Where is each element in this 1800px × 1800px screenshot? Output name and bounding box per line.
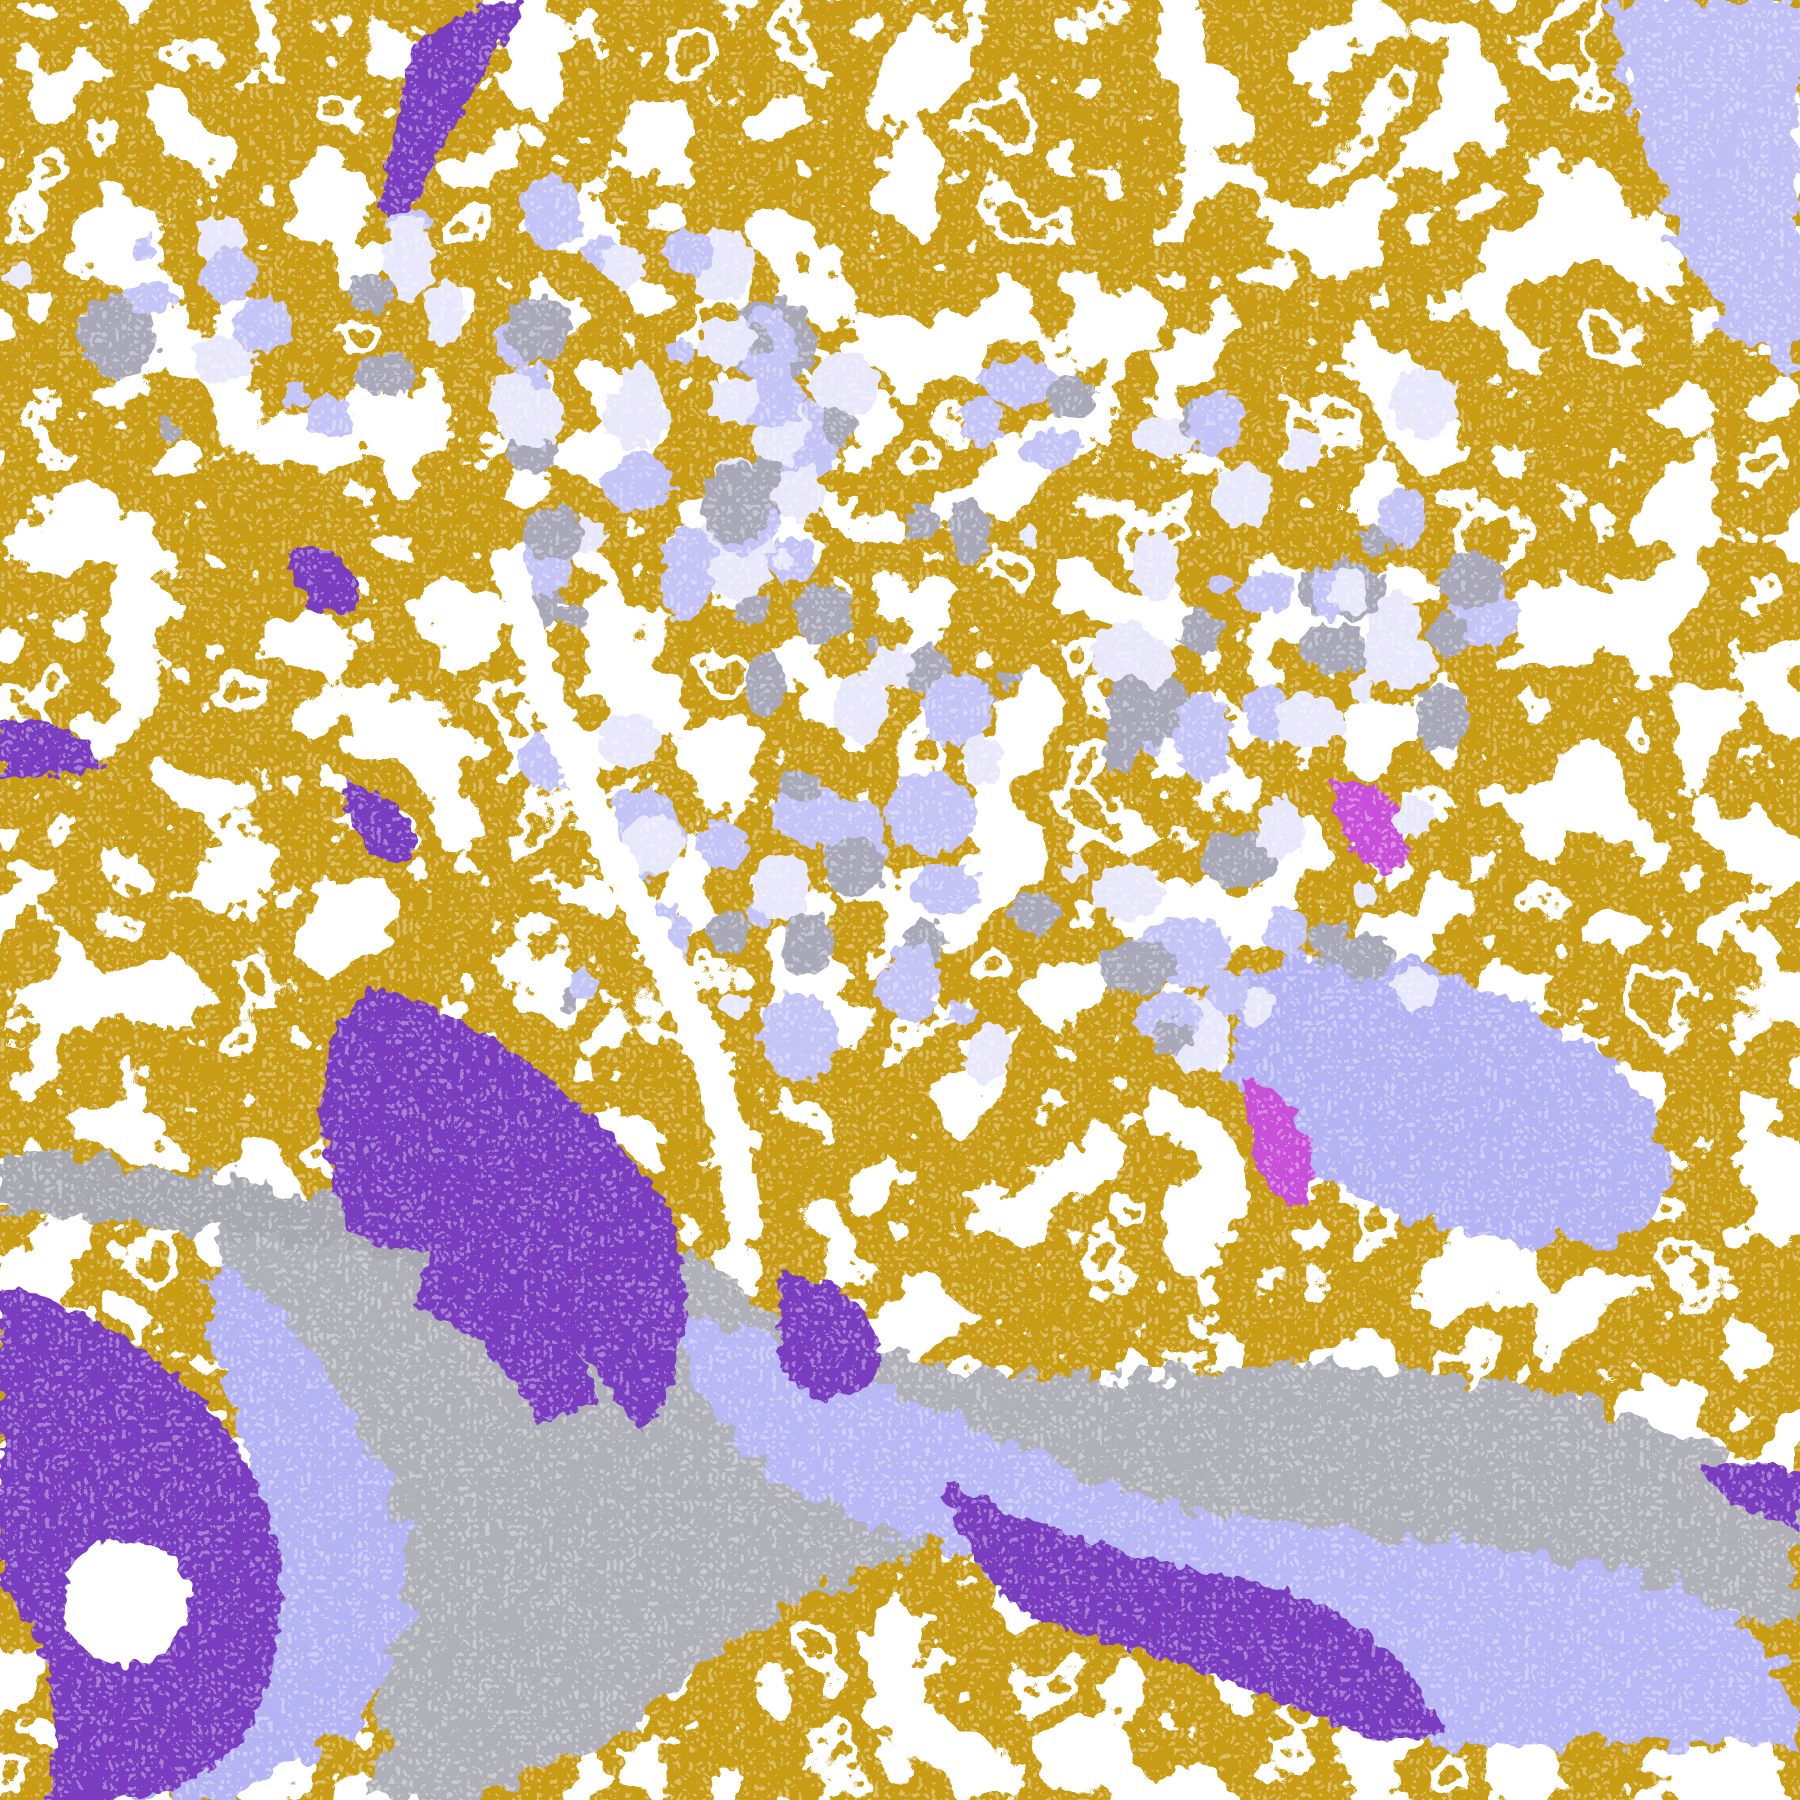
page: Satellite {} html, body { margin: 0; pad… xyxy=(0,0,1800,1800)
speckle xyxy=(0,0,1800,1800)
page-body: (() => { const g = document.getElementBy… xyxy=(0,0,1800,1800)
satellite-image xyxy=(0,0,1800,1800)
